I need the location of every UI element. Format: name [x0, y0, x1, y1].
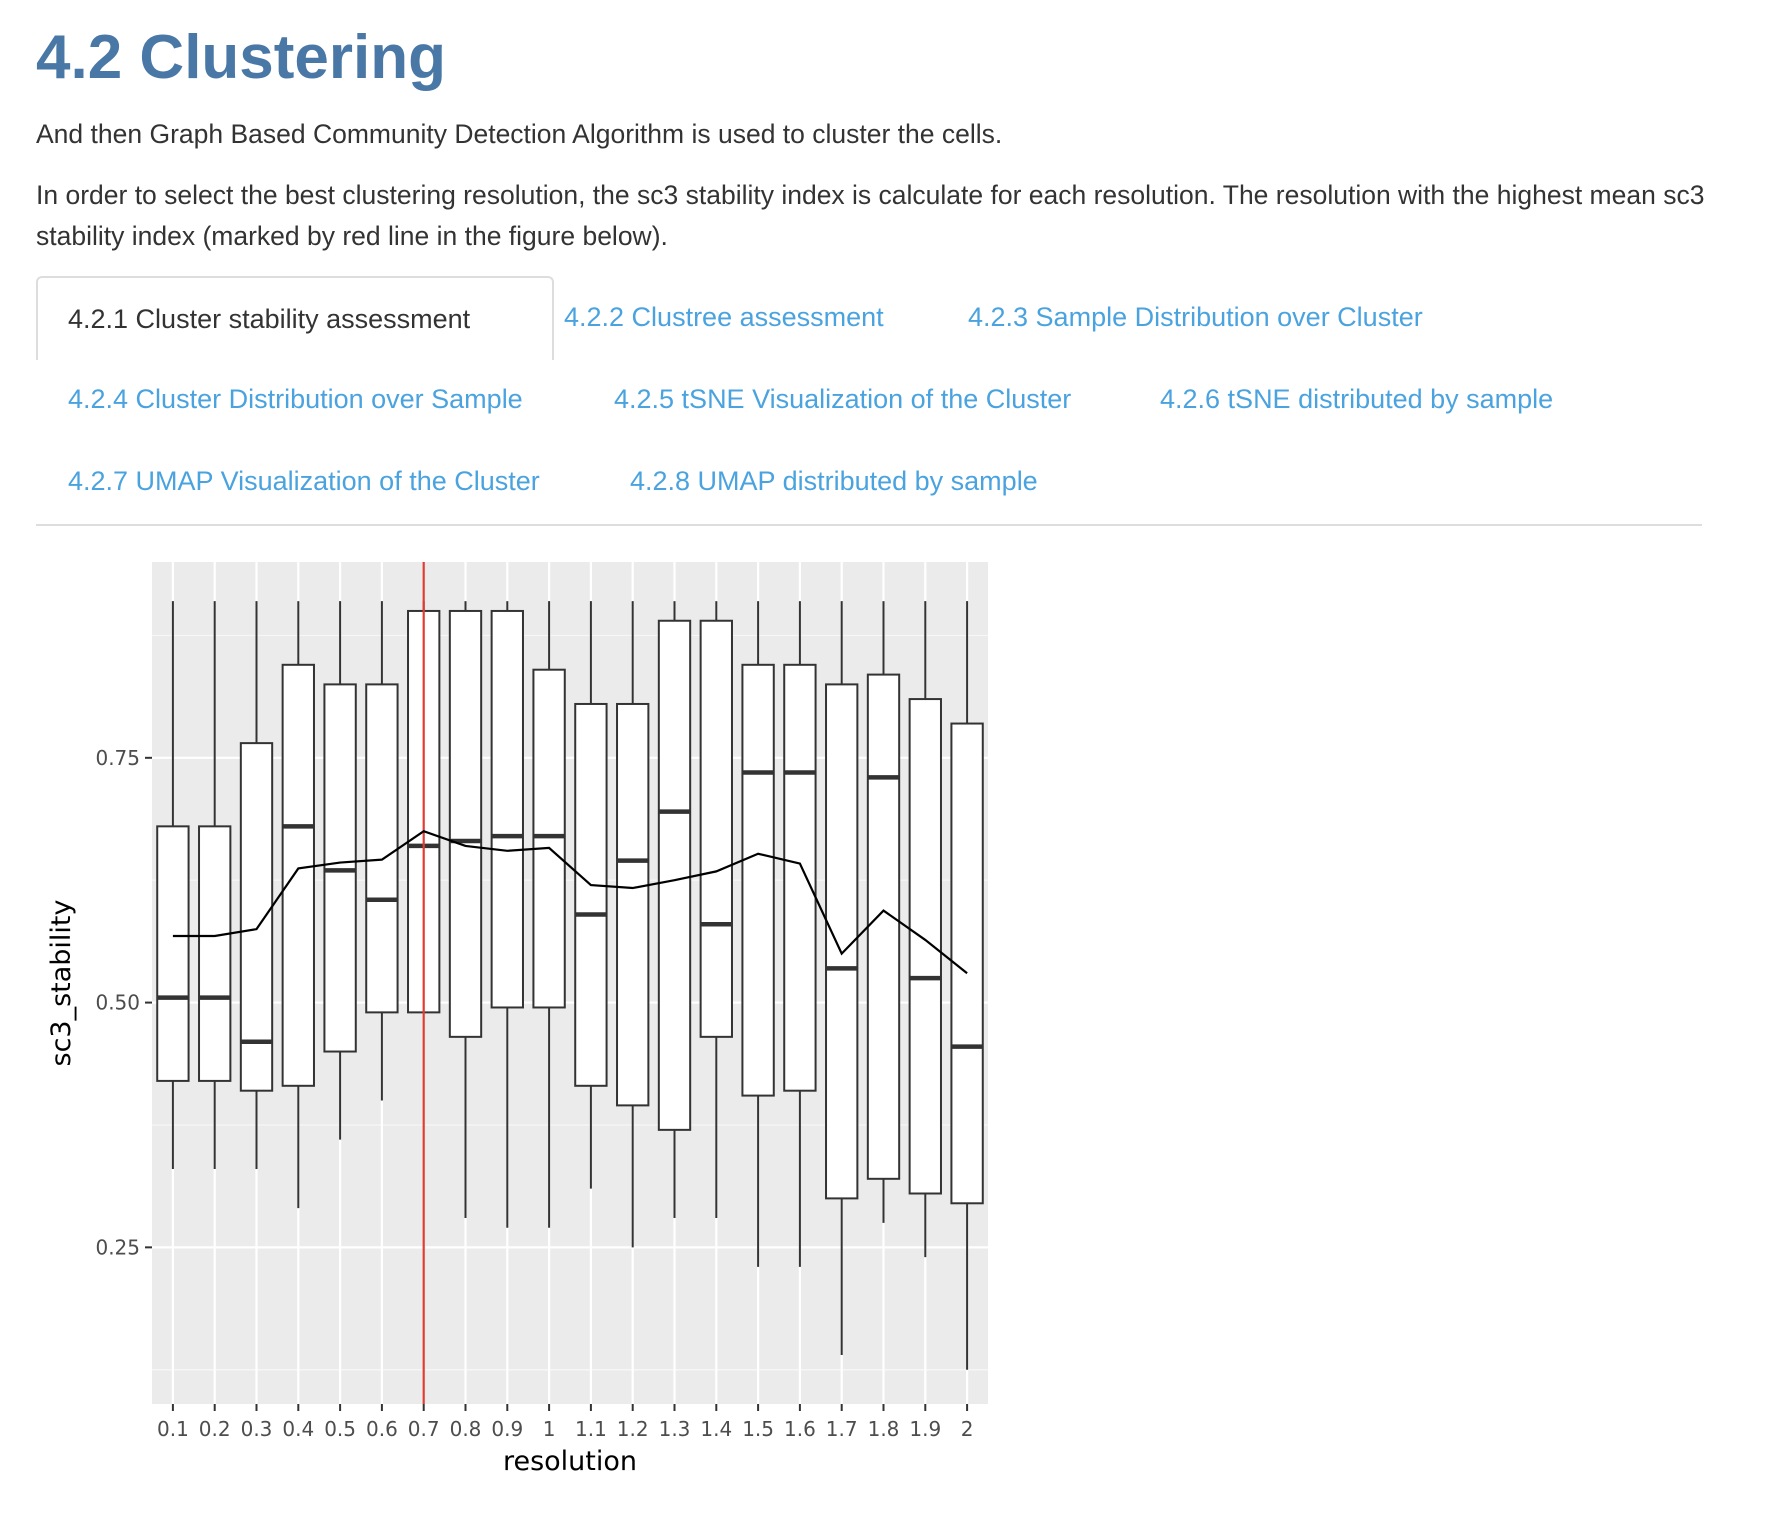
- x-tick-label: 1.3: [659, 1417, 691, 1441]
- x-tick-label: 0.4: [282, 1417, 314, 1441]
- x-tick-label: 1.9: [909, 1417, 941, 1441]
- box: [490, 609, 524, 1009]
- x-tick-label: 0.8: [450, 1417, 482, 1441]
- y-axis-title: sc3_stability: [46, 899, 77, 1066]
- x-tick-label: 0.1: [157, 1417, 189, 1441]
- tab-sample-distribution[interactable]: 4.2.3 Sample Distribution over Cluster: [968, 302, 1423, 332]
- x-tick-label: 1.7: [826, 1417, 858, 1441]
- box: [866, 673, 901, 1180]
- box: [616, 702, 650, 1107]
- x-tick-label: 0.9: [491, 1417, 523, 1441]
- x-tick-label: 0.6: [366, 1417, 398, 1441]
- box: [532, 668, 566, 1009]
- tab-cluster-distribution[interactable]: 4.2.4 Cluster Distribution over Sample: [68, 384, 523, 414]
- plot-panel: [152, 562, 988, 1404]
- box: [156, 825, 190, 1082]
- tab-umap-sample[interactable]: 4.2.8 UMAP distributed by sample: [630, 466, 1038, 496]
- x-tick-label: 1.2: [617, 1417, 649, 1441]
- tab-tsne-sample[interactable]: 4.2.6 tSNE distributed by sample: [1160, 384, 1554, 414]
- box: [198, 825, 232, 1082]
- y-tick-label: 0.75: [95, 746, 140, 770]
- box: [657, 619, 692, 1131]
- page-title: 4.2 Clustering: [36, 23, 446, 92]
- box: [741, 663, 775, 1097]
- x-tick-label: 1.6: [784, 1417, 816, 1441]
- x-tick-label: 0.3: [241, 1417, 273, 1441]
- tab-clustree[interactable]: 4.2.2 Clustree assessment: [564, 302, 884, 332]
- box: [448, 609, 483, 1038]
- tab-tsne-cluster[interactable]: 4.2.5 tSNE Visualization of the Cluster: [614, 384, 1072, 414]
- box: [574, 702, 608, 1087]
- x-tick-label: 0.7: [408, 1417, 440, 1441]
- box: [323, 683, 357, 1053]
- tab-umap-cluster[interactable]: 4.2.7 UMAP Visualization of the Cluster: [68, 466, 540, 496]
- stability-boxplot: 0.25 0.50 0.75 0.1 0.2 0.3 0.4 0.5 0.6 0.7 0.8 0.9 1…: [46, 562, 988, 1477]
- description-paragraph: In order to select the best clustering r…: [36, 180, 1705, 251]
- tab-cluster-stability[interactable]: 4.2.1 Cluster stability assessment: [36, 276, 554, 360]
- x-tick-label: 0.2: [199, 1417, 231, 1441]
- box: [239, 742, 274, 1092]
- x-tick-label: 1.8: [868, 1417, 900, 1441]
- x-tick-label: 1.1: [575, 1417, 607, 1441]
- x-tick-label: 1.4: [700, 1417, 732, 1441]
- x-tick-label: 2: [961, 1417, 974, 1441]
- tab-bar: 4.2.1 Cluster stability assessment 4.2.2…: [36, 276, 1702, 526]
- box: [908, 698, 942, 1195]
- box: [699, 619, 733, 1038]
- x-axis-title: resolution: [503, 1446, 637, 1477]
- y-tick-label: 0.50: [95, 991, 140, 1015]
- mean-stability-line: [172, 830, 968, 975]
- box: [365, 683, 399, 1014]
- x-tick-label: 1: [543, 1417, 556, 1441]
- box: [783, 663, 817, 1092]
- tab-divider: [36, 524, 1702, 526]
- box: [950, 722, 984, 1205]
- x-tick-label: 1.5: [742, 1417, 774, 1441]
- x-tick-label: 0.5: [324, 1417, 356, 1441]
- box: [281, 663, 315, 1087]
- y-tick-label: 0.25: [95, 1235, 140, 1259]
- intro-paragraph: And then Graph Based Community Detection…: [36, 119, 1003, 149]
